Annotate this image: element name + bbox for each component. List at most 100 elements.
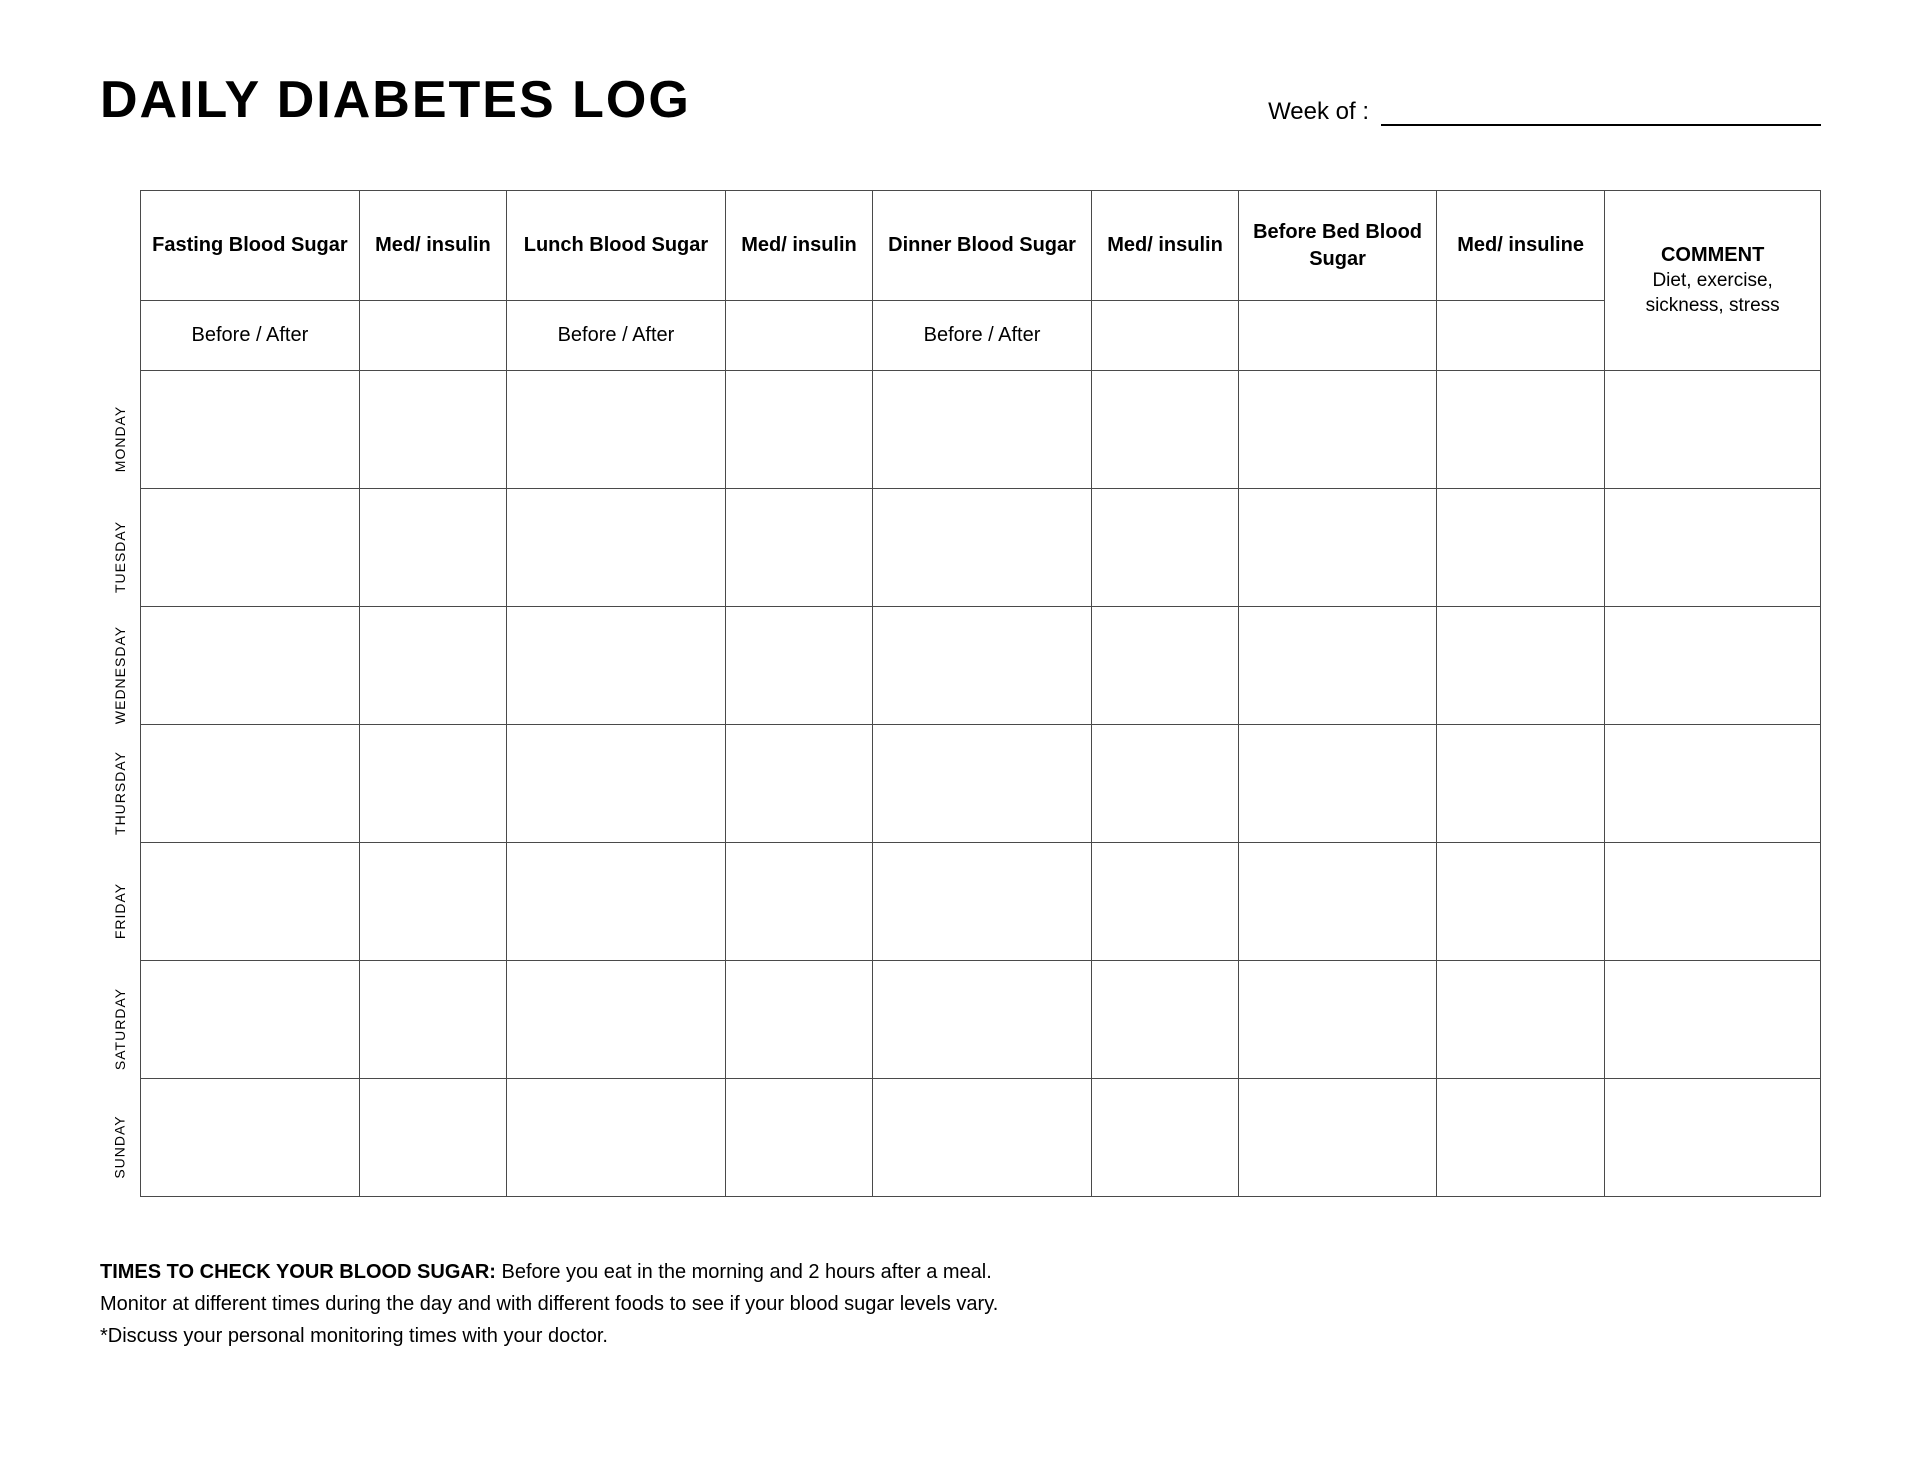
before-after-dinner: Before / After: [873, 301, 1092, 371]
cell[interactable]: [1605, 489, 1821, 607]
cell[interactable]: [725, 489, 872, 607]
before-after-fasting: Before / After: [141, 301, 360, 371]
cell[interactable]: [1239, 1079, 1437, 1197]
log-table-wrapper: MONDAY TUESDAY WEDNESDAY THURSDAY FRIDAY…: [100, 190, 1821, 1206]
cell[interactable]: [359, 371, 506, 489]
footnote-line-2: Monitor at different times during the da…: [100, 1288, 1821, 1320]
cell[interactable]: [359, 489, 506, 607]
cell[interactable]: [725, 961, 872, 1079]
table-row: [141, 843, 1821, 961]
sub-blank-3: [1091, 301, 1238, 371]
table-body: [141, 371, 1821, 1197]
cell[interactable]: [725, 843, 872, 961]
cell[interactable]: [1239, 607, 1437, 725]
cell[interactable]: [1605, 607, 1821, 725]
cell[interactable]: [359, 725, 506, 843]
cell[interactable]: [1436, 843, 1604, 961]
cell[interactable]: [873, 843, 1092, 961]
col-lunch: Lunch Blood Sugar: [507, 191, 726, 301]
cell[interactable]: [507, 1079, 726, 1197]
cell[interactable]: [725, 607, 872, 725]
cell[interactable]: [725, 371, 872, 489]
footnotes: TIMES TO CHECK YOUR BLOOD SUGAR: Before …: [100, 1256, 1821, 1352]
cell[interactable]: [1239, 961, 1437, 1079]
cell[interactable]: [359, 1079, 506, 1197]
sub-blank-1: [359, 301, 506, 371]
cell[interactable]: [1091, 607, 1238, 725]
day-label-sunday: SUNDAY: [100, 1088, 140, 1206]
day-label-saturday: SATURDAY: [100, 970, 140, 1088]
cell[interactable]: [507, 725, 726, 843]
day-label-monday: MONDAY: [100, 380, 140, 498]
cell[interactable]: [359, 843, 506, 961]
cell[interactable]: [359, 961, 506, 1079]
cell[interactable]: [359, 607, 506, 725]
cell[interactable]: [507, 843, 726, 961]
col-med-2: Med/ insulin: [725, 191, 872, 301]
cell[interactable]: [1239, 725, 1437, 843]
footnote-line-3: *Discuss your personal monitoring times …: [100, 1320, 1821, 1352]
day-label-wednesday: WEDNESDAY: [100, 616, 140, 734]
col-med-4: Med/ insuline: [1436, 191, 1604, 301]
cell[interactable]: [1091, 725, 1238, 843]
cell[interactable]: [1239, 371, 1437, 489]
cell[interactable]: [1436, 371, 1604, 489]
cell[interactable]: [873, 489, 1092, 607]
cell[interactable]: [1436, 607, 1604, 725]
cell[interactable]: [141, 371, 360, 489]
cell[interactable]: [1436, 489, 1604, 607]
comment-title: COMMENT: [1611, 242, 1814, 269]
cell[interactable]: [141, 843, 360, 961]
sub-blank-2: [725, 301, 872, 371]
cell[interactable]: [1436, 961, 1604, 1079]
week-of-field[interactable]: Week of :: [1268, 98, 1821, 130]
table-row: [141, 961, 1821, 1079]
page: DAILY DIABETES LOG Week of : MONDAY TUES…: [0, 0, 1921, 1412]
log-table: Fasting Blood Sugar Med/ insulin Lunch B…: [140, 190, 1821, 1197]
day-label-column: MONDAY TUESDAY WEDNESDAY THURSDAY FRIDAY…: [100, 190, 140, 1206]
cell[interactable]: [1436, 725, 1604, 843]
cell[interactable]: [1091, 961, 1238, 1079]
cell[interactable]: [1091, 1079, 1238, 1197]
cell[interactable]: [507, 371, 726, 489]
cell[interactable]: [873, 961, 1092, 1079]
cell[interactable]: [141, 1079, 360, 1197]
cell[interactable]: [1239, 489, 1437, 607]
table-row: [141, 607, 1821, 725]
cell[interactable]: [1091, 843, 1238, 961]
cell[interactable]: [141, 607, 360, 725]
sub-header-row: Before / After Before / After Before / A…: [141, 301, 1821, 371]
cell[interactable]: [141, 489, 360, 607]
cell[interactable]: [1091, 489, 1238, 607]
footnote-lead-rest: Before you eat in the morning and 2 hour…: [496, 1261, 992, 1283]
cell[interactable]: [1239, 843, 1437, 961]
cell[interactable]: [1605, 961, 1821, 1079]
page-title: DAILY DIABETES LOG: [100, 70, 691, 130]
cell[interactable]: [873, 725, 1092, 843]
cell[interactable]: [507, 607, 726, 725]
table-row: [141, 371, 1821, 489]
cell[interactable]: [1605, 843, 1821, 961]
cell[interactable]: [141, 725, 360, 843]
week-of-blank-line[interactable]: [1381, 102, 1821, 126]
cell[interactable]: [507, 961, 726, 1079]
cell[interactable]: [1605, 371, 1821, 489]
cell[interactable]: [1605, 725, 1821, 843]
col-med-3: Med/ insulin: [1091, 191, 1238, 301]
cell[interactable]: [873, 607, 1092, 725]
col-before-bed: Before Bed Blood Sugar: [1239, 191, 1437, 301]
table-row: [141, 1079, 1821, 1197]
cell[interactable]: [725, 1079, 872, 1197]
cell[interactable]: [873, 371, 1092, 489]
cell[interactable]: [873, 1079, 1092, 1197]
cell[interactable]: [507, 489, 726, 607]
cell[interactable]: [1605, 1079, 1821, 1197]
cell[interactable]: [141, 961, 360, 1079]
cell[interactable]: [1091, 371, 1238, 489]
cell[interactable]: [725, 725, 872, 843]
table-row: [141, 725, 1821, 843]
col-med-1: Med/ insulin: [359, 191, 506, 301]
cell[interactable]: [1436, 1079, 1604, 1197]
day-label-friday: FRIDAY: [100, 852, 140, 970]
table-head: Fasting Blood Sugar Med/ insulin Lunch B…: [141, 191, 1821, 371]
